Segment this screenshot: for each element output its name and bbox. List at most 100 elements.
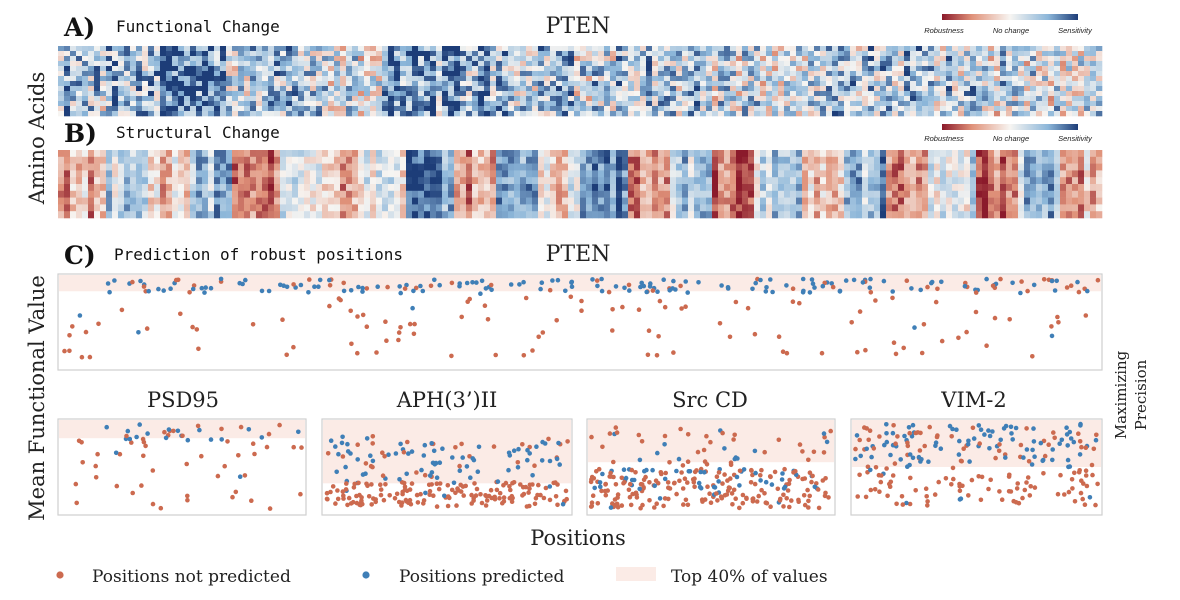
functional-heatmap-cell xyxy=(274,101,281,107)
pten-scatter-not-predicted-point xyxy=(921,322,927,327)
panel-c-title: Prediction of robust positions xyxy=(114,245,403,264)
functional-heatmap-cell xyxy=(664,96,671,102)
functional-heatmap-cell xyxy=(688,106,695,112)
src-scatter-not-predicted-point xyxy=(806,505,811,510)
structural-heatmap-cell xyxy=(298,190,305,198)
aph-scatter-not-predicted-point xyxy=(345,502,350,508)
functional-heatmap-cell xyxy=(508,66,515,72)
structural-heatmap-cell xyxy=(1066,197,1073,205)
functional-heatmap-cell xyxy=(940,111,947,117)
functional-heatmap-cell xyxy=(430,66,437,72)
src-scatter-not-predicted-point xyxy=(647,480,652,485)
functional-heatmap-cell xyxy=(940,101,947,107)
pten-scatter-predicted-point xyxy=(685,290,690,295)
functional-heatmap-cell xyxy=(814,56,821,62)
functional-heatmap-cell xyxy=(460,101,467,107)
structural-heatmap-cell xyxy=(268,190,275,198)
functional-heatmap-cell xyxy=(880,51,887,57)
functional-heatmap-cell xyxy=(592,46,599,52)
functional-heatmap-cell xyxy=(298,61,305,67)
functional-heatmap-cell xyxy=(190,91,197,97)
functional-heatmap-cell xyxy=(610,61,617,67)
functional-heatmap-cell xyxy=(802,101,809,107)
functional-heatmap-cell xyxy=(184,101,191,107)
functional-heatmap-cell xyxy=(520,101,527,107)
functional-heatmap-cell xyxy=(508,91,515,97)
functional-heatmap-cell xyxy=(70,76,77,82)
functional-heatmap-cell xyxy=(1096,101,1103,107)
functional-heatmap-cell xyxy=(418,106,425,112)
structural-heatmap-cell xyxy=(334,190,341,198)
functional-heatmap-cell xyxy=(670,86,677,92)
functional-heatmap-cell xyxy=(70,96,77,102)
psd95-scatter-not-predicted-point xyxy=(143,443,148,449)
functional-heatmap-cell xyxy=(874,56,881,62)
functional-heatmap-cell xyxy=(94,91,101,97)
functional-heatmap-cell xyxy=(796,101,803,107)
functional-heatmap-cell xyxy=(532,86,539,92)
functional-heatmap-cell xyxy=(676,66,683,72)
pten-scatter-predicted-point xyxy=(867,285,873,291)
structural-heatmap-cell xyxy=(616,163,623,171)
functional-heatmap-cell xyxy=(436,96,443,102)
structural-heatmap-cell xyxy=(688,163,695,171)
structural-heatmap-cell xyxy=(496,177,503,185)
functional-heatmap-cell xyxy=(424,76,431,82)
functional-heatmap-cell xyxy=(802,106,809,112)
structural-heatmap-cell xyxy=(58,156,65,164)
structural-heatmap-cell xyxy=(1084,156,1091,164)
functional-heatmap-cell xyxy=(232,101,239,107)
src-scatter-not-predicted-point xyxy=(762,449,767,455)
structural-heatmap-cell xyxy=(790,150,797,158)
pten-scatter-predicted-point xyxy=(613,284,619,289)
functional-heatmap-cell xyxy=(904,81,911,87)
structural-heatmap-cell xyxy=(1078,170,1085,178)
functional-heatmap-cell xyxy=(880,46,887,52)
functional-heatmap-cell xyxy=(268,96,275,102)
structural-heatmap-cell xyxy=(736,177,743,185)
functional-heatmap-cell xyxy=(712,61,719,67)
functional-heatmap-cell xyxy=(832,101,839,107)
functional-heatmap-cell xyxy=(196,71,203,77)
functional-heatmap-cell xyxy=(346,46,353,52)
functional-heatmap-cell xyxy=(142,61,149,67)
functional-heatmap-cell xyxy=(478,56,485,62)
structural-heatmap-cell xyxy=(802,190,809,198)
pten-scatter-not-predicted-point xyxy=(523,295,529,301)
functional-heatmap-cell xyxy=(532,51,539,57)
src-scatter-not-predicted-point xyxy=(733,496,738,502)
structural-heatmap-cell xyxy=(172,197,179,205)
structural-heatmap-cell xyxy=(346,150,353,158)
functional-heatmap-cell xyxy=(868,46,875,52)
structural-heatmap-cell xyxy=(364,184,371,192)
structural-heatmap-cell xyxy=(340,177,347,185)
structural-heatmap-cell xyxy=(136,177,143,185)
functional-heatmap-cell xyxy=(934,91,941,97)
pten-scatter-not-predicted-point xyxy=(547,287,553,293)
functional-heatmap-cell xyxy=(718,56,725,62)
functional-heatmap-cell xyxy=(148,81,155,87)
structural-heatmap-cell xyxy=(682,197,689,205)
functional-heatmap-cell xyxy=(790,96,797,102)
functional-heatmap-cell xyxy=(124,106,131,112)
functional-heatmap-cell xyxy=(304,86,311,92)
structural-heatmap-cell xyxy=(886,184,893,192)
structural-heatmap-cell xyxy=(748,197,755,205)
functional-heatmap-cell xyxy=(694,51,701,57)
structural-heatmap-cell xyxy=(352,197,359,205)
structural-heatmap-cell xyxy=(904,177,911,185)
functional-heatmap-cell xyxy=(778,66,785,72)
structural-heatmap-cell xyxy=(1042,163,1049,171)
structural-heatmap-cell xyxy=(208,204,215,212)
functional-heatmap-cell xyxy=(154,86,161,92)
functional-heatmap-cell xyxy=(808,61,815,67)
functional-heatmap-cell xyxy=(682,51,689,57)
functional-heatmap-cell xyxy=(172,106,179,112)
functional-heatmap-cell xyxy=(766,76,773,82)
structural-heatmap-cell xyxy=(988,190,995,198)
functional-heatmap-cell xyxy=(358,81,365,87)
functional-heatmap-cell xyxy=(382,91,389,97)
aph-scatter-not-predicted-point xyxy=(382,454,387,459)
functional-heatmap-cell xyxy=(922,61,929,67)
structural-heatmap-cell xyxy=(220,163,227,171)
